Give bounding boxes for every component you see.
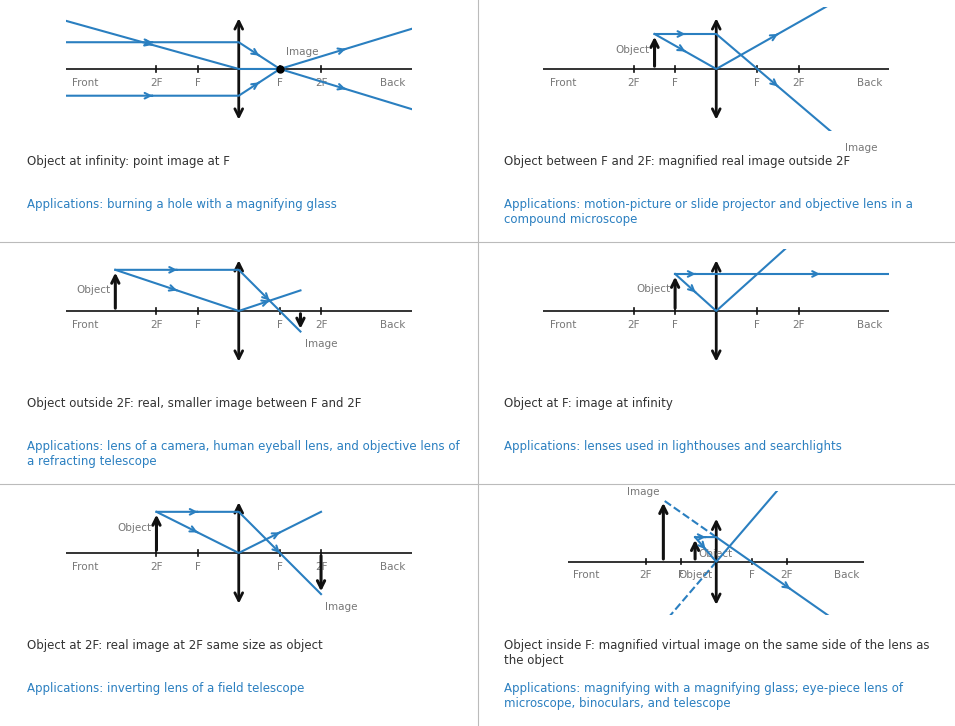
Text: 2F: 2F <box>150 562 162 572</box>
Text: Back: Back <box>834 569 860 579</box>
Text: Image: Image <box>286 47 319 57</box>
Text: Applications: lenses used in lighthouses and searchlights: Applications: lenses used in lighthouses… <box>504 441 842 454</box>
Text: Applications: inverting lens of a field telescope: Applications: inverting lens of a field … <box>27 682 304 696</box>
Text: Applications: magnifying with a magnifying glass; eye-piece lens of
microscope, : Applications: magnifying with a magnifyi… <box>504 682 903 711</box>
Text: Object at 2F: real image at 2F same size as object: Object at 2F: real image at 2F same size… <box>27 639 323 652</box>
Text: F: F <box>754 78 760 88</box>
Text: 2F: 2F <box>315 562 328 572</box>
Text: Object between F and 2F: magnified real image outside 2F: Object between F and 2F: magnified real … <box>504 155 850 168</box>
Text: 2F: 2F <box>780 569 793 579</box>
Text: 2F: 2F <box>627 320 640 330</box>
Text: Back: Back <box>858 78 882 88</box>
Text: F: F <box>672 78 678 88</box>
Text: 2F: 2F <box>793 320 805 330</box>
Text: Back: Back <box>380 562 405 572</box>
Text: 2F: 2F <box>793 78 805 88</box>
Text: F: F <box>672 320 678 330</box>
Text: Applications: motion-picture or slide projector and objective lens in a
compound: Applications: motion-picture or slide pr… <box>504 198 913 227</box>
Text: F: F <box>754 320 760 330</box>
Text: Object: Object <box>698 550 732 559</box>
Text: F: F <box>195 78 201 88</box>
Text: Back: Back <box>380 320 405 330</box>
Text: F: F <box>678 569 684 579</box>
Text: F: F <box>277 320 283 330</box>
Text: Back: Back <box>858 320 882 330</box>
Text: Object: Object <box>117 523 152 534</box>
Text: Front: Front <box>573 569 600 579</box>
Text: 2F: 2F <box>627 78 640 88</box>
Text: Object outside 2F: real, smaller image between F and 2F: Object outside 2F: real, smaller image b… <box>27 397 361 410</box>
Text: F: F <box>195 320 201 330</box>
Text: Object at F: image at infinity: Object at F: image at infinity <box>504 397 673 410</box>
Text: Object at infinity: point image at F: Object at infinity: point image at F <box>27 155 229 168</box>
Text: Object: Object <box>615 45 649 54</box>
Text: Image: Image <box>844 143 877 153</box>
Text: 2F: 2F <box>150 320 162 330</box>
Text: Front: Front <box>73 562 98 572</box>
Text: 2F: 2F <box>640 569 652 579</box>
Text: Object inside F: magnified virtual image on the same side of the lens as
the obj: Object inside F: magnified virtual image… <box>504 639 930 667</box>
Text: F: F <box>678 569 684 579</box>
Text: Image: Image <box>325 602 357 611</box>
Text: F: F <box>749 569 754 579</box>
Text: Image: Image <box>305 339 337 349</box>
Text: Back: Back <box>380 78 405 88</box>
Text: Object: Object <box>678 569 712 579</box>
Text: 2F: 2F <box>150 78 162 88</box>
Text: F: F <box>277 562 283 572</box>
Text: 2F: 2F <box>315 320 328 330</box>
Text: Applications: lens of a camera, human eyeball lens, and objective lens of
a refr: Applications: lens of a camera, human ey… <box>27 441 459 468</box>
Text: Object: Object <box>636 284 670 294</box>
Text: Front: Front <box>73 320 98 330</box>
Text: Object: Object <box>76 285 111 295</box>
Text: Front: Front <box>550 320 576 330</box>
Text: Image: Image <box>627 487 660 497</box>
Text: Applications: burning a hole with a magnifying glass: Applications: burning a hole with a magn… <box>27 198 336 211</box>
Text: Front: Front <box>550 78 576 88</box>
Text: 2F: 2F <box>315 78 328 88</box>
Text: Front: Front <box>73 78 98 88</box>
Text: F: F <box>195 562 201 572</box>
Text: F: F <box>277 78 283 88</box>
